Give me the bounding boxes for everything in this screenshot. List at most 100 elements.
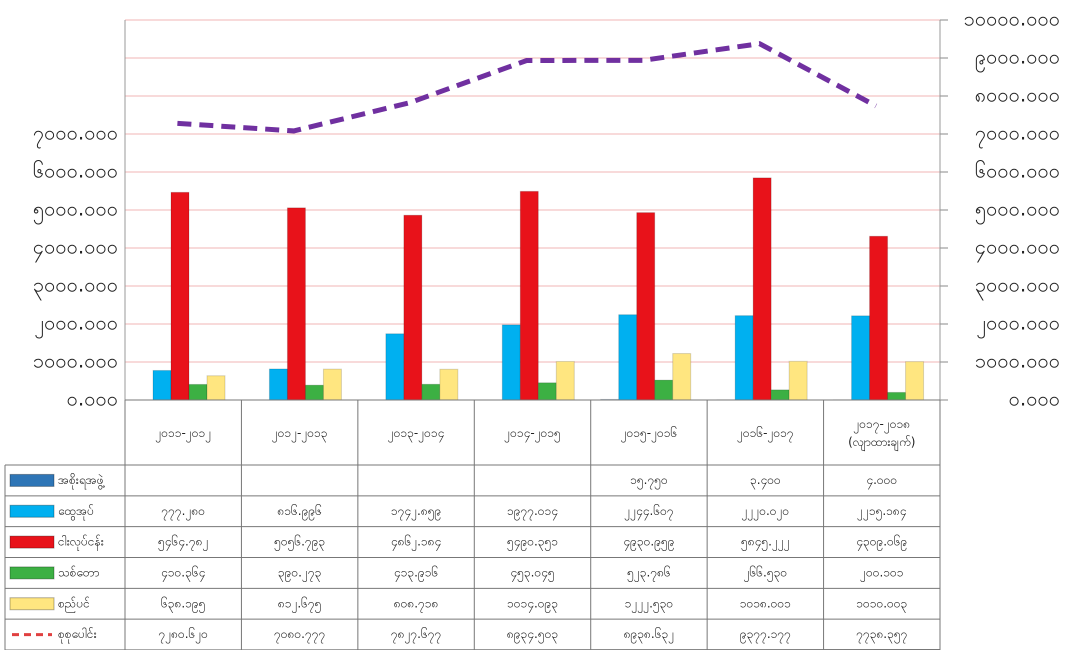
bar [501, 324, 521, 401]
y2-tick-label: ၅၀၀၀.၀၀၀ [975, 197, 1060, 225]
table-value: ၉၃၇၇.၁၇၇ [740, 627, 791, 644]
bar [286, 207, 306, 401]
bar [152, 369, 172, 401]
bar [403, 214, 423, 401]
y2-tick-label: ၈၀၀၀.၀၀၀ [975, 83, 1060, 107]
table-value: ၁၀၁၄.၀၉၃ [507, 596, 558, 613]
bar [851, 315, 871, 401]
table-value: ၄၃၀၉.၀၆၉ [856, 534, 907, 552]
table-value: ၆၃၈.၁၉၅ [161, 595, 205, 613]
table-value: ၈၁၂.၆၇၅ [278, 595, 322, 613]
y2-tick-label: ၉၀၀၀.၀၀၀ [975, 45, 1060, 73]
x-tick-cell: ၂၀၁၂-၂၀၁၃ [271, 425, 328, 440]
y-tick-label: ၃၀၀၀.၀၀၀ [33, 273, 118, 301]
table-value: ၇၂၈၀.၆၂၀ [158, 626, 207, 644]
table-value: ၄၈၆၂.၁၈၄ [391, 534, 441, 552]
x-tick-label: ၂၀၁၆-၂၀၁၇ [737, 425, 794, 440]
legend-swatch [9, 504, 55, 518]
legend-label: စုစုပေါင်း [58, 626, 97, 644]
bar [788, 360, 808, 401]
table-value: ၃၉၀.၂၇၃ [278, 565, 321, 582]
x-tick-cell: ၂၀၁၇-၂၀၁၈ (လျာထားချက်) [848, 416, 916, 449]
x-tick-cell: ၂၀၁၃-၂၀၁၄ [387, 425, 445, 440]
x-tick-cell: ၂၀၁၅-၂၀၁၆ [620, 425, 678, 440]
bar [654, 379, 674, 401]
legend-label: ထွေအုပ် [58, 503, 94, 521]
y2-tick-label: ၀.၀၀၀ [1009, 387, 1060, 411]
line [177, 41, 878, 134]
x-tick-cell: ၂၀၁၄-၂၀၁၅ [504, 425, 561, 440]
table-value: ၅၄၆၄.၇၈၂ [158, 534, 208, 552]
table-value: ၂၆၆.၅၃၀ [744, 564, 787, 582]
table-value: ၁၉၇၇.၀၁၄ [507, 504, 558, 521]
legend-label: စည်ပင် [58, 595, 90, 613]
bar [734, 315, 754, 401]
bar [385, 333, 405, 401]
bar [905, 361, 925, 401]
bar [439, 368, 459, 401]
y2-tick-label: ၇၀၀၀.၀၀၀ [975, 121, 1060, 149]
bar [188, 383, 208, 401]
table-value: ၅၄၉၀.၃၅၁ [507, 535, 558, 552]
x-tick-label: ၂၀၁၂-၂၀၁၃ [271, 425, 328, 440]
table-value: ၇၈၂၇.၆၇၇ [391, 626, 441, 644]
bar [304, 384, 324, 401]
y-tick-label: ၀.၀၀၀ [67, 387, 118, 411]
table-value: ၅၀၅၆.၇၉၃ [274, 534, 325, 552]
bar [206, 375, 226, 401]
bar [555, 360, 575, 401]
table-value: ၁၀၁၈.၀၀၁ [740, 596, 791, 610]
table-value: ၄၅၃.၀၄၅ [510, 565, 554, 582]
bar [519, 190, 539, 401]
table-value: ၂၀၀.၁၀၁ [860, 565, 903, 582]
table-value: ၁၂၂၂.၅၃၀ [625, 596, 674, 613]
y2-tick-label: ၁၀၀၀.၀၀၀ [975, 349, 1060, 373]
legend-swatch [9, 566, 55, 580]
bar [770, 389, 790, 401]
y-tick-label: ၄၀၀၀.၀၀၀ [33, 235, 118, 263]
table-value: ၈၉၃၈.၆၃၂ [624, 626, 674, 644]
x-tick-label: ၂၀၁၅-၂၀၁၆ [620, 425, 678, 440]
legend-swatch [9, 473, 55, 487]
y-tick-label: ၅၀၀၀.၀၀၀ [33, 197, 118, 225]
y2-tick-label: ၄၀၀၀.၀၀၀ [975, 235, 1060, 263]
y-tick-label: ၇၀၀၀.၀၀၀ [33, 121, 118, 149]
table-value: ၂၂၄၄.၆၀၇ [624, 503, 673, 521]
bar [268, 368, 288, 401]
table-value: ၃.၄၀၀ [750, 473, 781, 490]
table-value: ၂၂၁၅.၁၈၄ [857, 504, 906, 521]
bar [537, 382, 557, 401]
legend-label: သစ်တော [58, 564, 99, 579]
bar [672, 353, 692, 401]
table-value: ၁၇၄၂.၈၅၉ [391, 504, 441, 521]
y2-tick-label: ၂၀၀၀.၀၀၀ [976, 311, 1060, 339]
table-value: ၄၁၃.၉၁၆ [394, 564, 438, 582]
legend-swatch [9, 535, 55, 549]
bar [170, 191, 190, 401]
x-tick-cell: ၂၀၁၁-၂၀၁၂ [155, 425, 212, 440]
bar [421, 383, 441, 401]
table-value: ၇၇၃၈.၃၅၇ [856, 627, 907, 644]
x-tick-label: ၂၀၁၃-၂၀၁၄ [387, 425, 445, 440]
table-value: ၇၇၇.၂၈၀ [161, 504, 205, 521]
bar [752, 177, 772, 401]
bar [636, 212, 656, 401]
legend-swatch [9, 597, 55, 611]
y-tick-label: ၁၀၀၀.၀၀၀ [33, 349, 118, 373]
x-tick-label: ၂၀၁၇-၂၀၁၈ (လျာထားချက်) [848, 416, 916, 449]
y-tick-label: ၂၀၀၀.၀၀၀ [34, 311, 118, 339]
x-tick-label: ၂၀၁၁-၂၀၁၂ [155, 425, 212, 440]
table-value: ၄၉၃၀.၉၅၉ [623, 535, 674, 552]
table-value: ၈၁၆.၉၉၆ [277, 503, 321, 521]
table-value: ၁၀၁၀.၀၀၃ [856, 596, 907, 613]
y2-tick-label: ၃၀၀၀.၀၀၀ [975, 273, 1060, 301]
x-tick-cell: ၂၀၁၆-၂၀၁၇ [737, 425, 794, 440]
table-value: ၄.၀၀၀ [866, 473, 897, 490]
bar [618, 314, 638, 401]
x-tick-label: ၂၀၁၄-၂၀၁၅ [504, 425, 561, 440]
table-value: ၁၅.၇၅၀ [630, 473, 668, 490]
table-value: ၈၉၃၄.၅၀၃ [507, 627, 558, 644]
table-value: ၈၀၈.၇၁၈ [394, 596, 439, 613]
bar [869, 235, 889, 401]
